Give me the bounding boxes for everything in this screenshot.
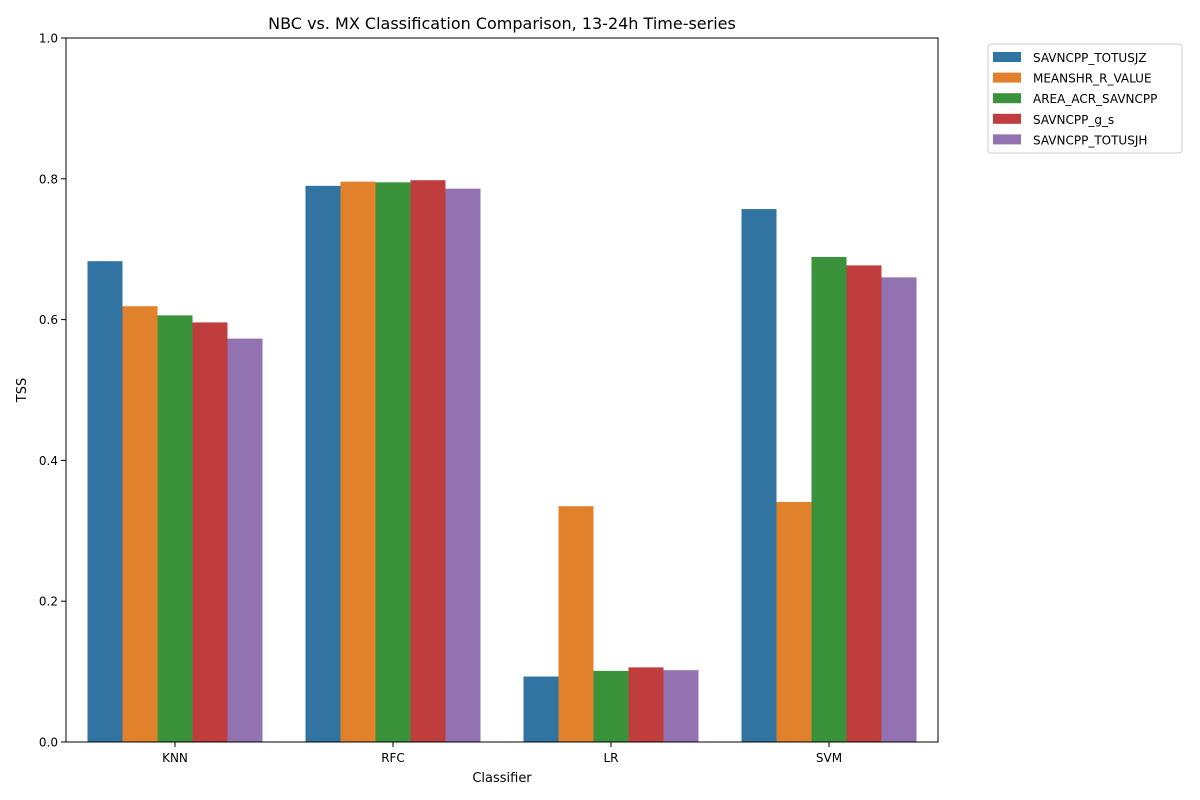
bar <box>523 676 559 742</box>
legend-swatch <box>993 72 1021 83</box>
y-axis: 0.0 0.2 0.4 0.6 0.8 1.0 <box>39 32 66 750</box>
y-tick-label: 0.8 <box>39 172 58 186</box>
legend-label: SAVNCPP_TOTUSJZ <box>1033 51 1147 65</box>
legend-label: MEANSHR_R_VALUE <box>1033 72 1152 86</box>
bar <box>192 322 228 742</box>
y-tick-label: 0.2 <box>39 595 58 609</box>
x-tick-label: RFC <box>381 751 405 765</box>
x-tick-label: KNN <box>162 751 188 765</box>
legend-label: SAVNCPP_TOTUSJH <box>1033 133 1147 147</box>
y-tick-label: 0.0 <box>39 736 58 750</box>
bar <box>340 181 376 743</box>
bar <box>87 261 123 742</box>
y-tick-label: 1.0 <box>39 32 58 46</box>
y-tick-label: 0.4 <box>39 454 58 468</box>
bars-group <box>87 180 917 743</box>
legend-swatch <box>993 52 1021 62</box>
legend: SAVNCPP_TOTUSJZ MEANSHR_R_VALUE AREA_ACR_S… <box>987 43 1183 154</box>
legend-swatch <box>993 134 1021 145</box>
bar <box>410 180 446 742</box>
y-tick-label: 0.6 <box>39 313 58 327</box>
y-axis-label: TSS <box>15 378 30 403</box>
x-axis: KNN RFC LR SVM <box>162 742 842 765</box>
bar <box>628 667 664 742</box>
bar <box>881 277 917 742</box>
bar <box>122 306 158 742</box>
bar <box>445 188 481 742</box>
x-tick-label: LR <box>603 751 618 765</box>
bar <box>558 506 594 742</box>
bar <box>663 670 699 742</box>
legend-frame <box>987 43 1183 154</box>
legend-swatch <box>993 113 1021 124</box>
bar <box>305 185 341 743</box>
x-axis-label: Classifier <box>472 771 532 786</box>
legend-label: AREA_ACR_SAVNCPP <box>1033 92 1157 106</box>
bar <box>776 501 812 742</box>
chart-title: NBC vs. MX Classification Comparison, 13… <box>268 14 736 33</box>
bar <box>157 315 193 742</box>
legend-swatch <box>993 93 1021 104</box>
x-tick-label: SVM <box>816 751 842 765</box>
bar <box>375 182 411 742</box>
bar <box>741 209 777 742</box>
bar <box>811 256 847 742</box>
bar <box>846 265 882 742</box>
bar <box>593 670 629 742</box>
plot-frame <box>65 37 939 743</box>
bar <box>227 338 263 742</box>
legend-label: SAVNCPP_g_s <box>1033 113 1114 127</box>
